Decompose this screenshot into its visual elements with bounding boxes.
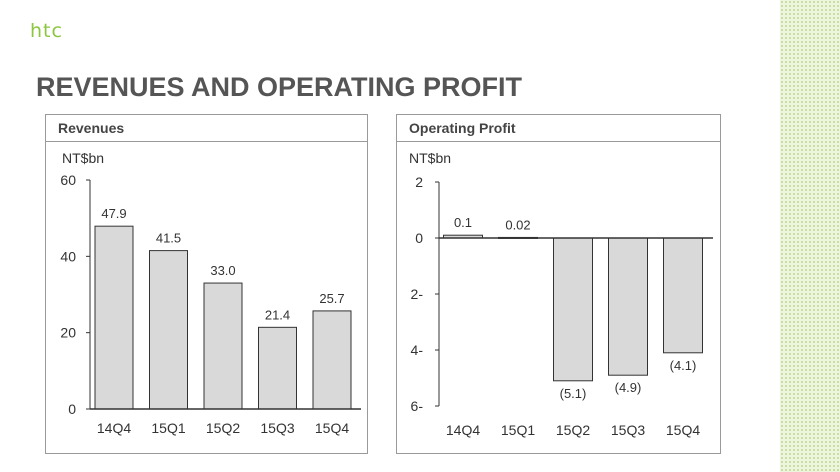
y-axis-unit-label: NT$bn (409, 150, 451, 166)
x-tick-label: 14Q4 (97, 420, 131, 436)
x-tick-label: 15Q4 (666, 422, 700, 438)
y-axis-unit-label: NT$bn (62, 150, 104, 166)
revenues-chart-title: Revenues (46, 115, 367, 142)
y-tick-label: 2 (415, 174, 423, 190)
y-tick-label: 4- (411, 342, 424, 358)
x-tick-label: 15Q4 (315, 420, 349, 436)
x-tick-label: 15Q1 (501, 422, 535, 438)
operating-profit-chart-panel: Operating Profit NT$bn 2 0 2- 4- 6- 0.1 14Q4 0.0… (396, 114, 721, 454)
x-tick-label: 15Q3 (260, 420, 294, 436)
x-tick-label: 15Q2 (556, 422, 590, 438)
y-tick-label: 2- (411, 286, 424, 302)
bar (258, 326, 297, 410)
y-tick-label: 0 (68, 401, 76, 417)
y-tick-label: 60 (60, 172, 76, 188)
operating-profit-chart-title: Operating Profit (397, 115, 720, 142)
y-tick-label: 6- (411, 398, 424, 414)
x-tick-label: 15Q2 (206, 420, 240, 436)
revenues-chart: NT$bn 0 20 40 60 47.9 14Q4 41.5 15Q1 33.0 15Q2 21.4… (60, 150, 361, 436)
bar (663, 237, 703, 354)
y-tick-label: 0 (415, 230, 423, 246)
htc-logo: htc (30, 20, 63, 42)
operating-profit-chart: NT$bn 2 0 2- 4- 6- 0.1 14Q4 0.02 15Q1 (5.1) 15Q2 (4.… (409, 150, 713, 438)
revenues-chart-panel: Revenues NT$bn 0 20 40 60 47.9 14Q4 41.5 15Q1 33.… (45, 114, 368, 454)
data-label: (5.1) (560, 386, 587, 401)
data-label: 0.02 (505, 217, 530, 232)
y-tick-label: 20 (60, 325, 76, 341)
data-label: (4.9) (615, 380, 642, 395)
slide-title: REVENUES AND OPERATING PROFIT (36, 72, 523, 102)
data-label: 0.1 (454, 215, 472, 230)
data-label: 47.9 (101, 206, 126, 221)
y-tick-label: 40 (60, 248, 76, 264)
bar (553, 237, 593, 382)
bar (94, 225, 134, 410)
x-tick-label: 15Q3 (611, 422, 645, 438)
bar (149, 250, 188, 410)
side-pattern-decoration (780, 0, 840, 472)
data-label: (4.1) (670, 358, 697, 373)
bar (608, 237, 648, 376)
bar (203, 282, 243, 410)
data-label: 33.0 (210, 263, 235, 278)
data-label: 25.7 (319, 291, 344, 306)
data-label: 41.5 (156, 231, 181, 246)
data-label: 21.4 (265, 307, 290, 322)
x-tick-label: 15Q1 (151, 420, 185, 436)
bar (312, 310, 352, 410)
x-tick-label: 14Q4 (446, 422, 480, 438)
